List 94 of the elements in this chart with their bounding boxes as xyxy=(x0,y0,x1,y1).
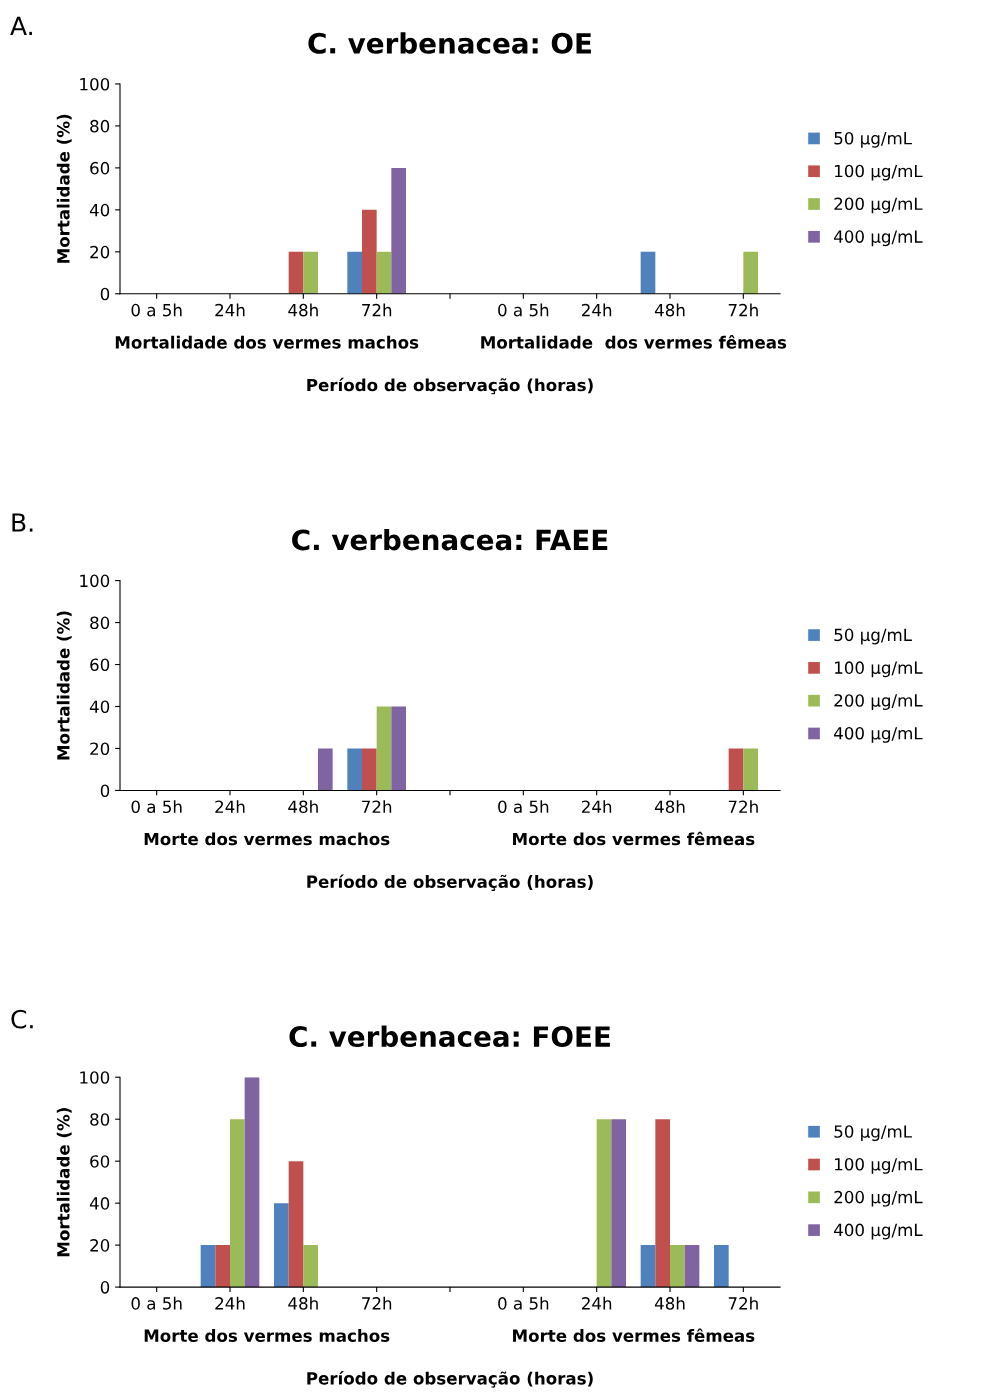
bar xyxy=(230,1119,245,1288)
legend-label: 50 µg/mL xyxy=(834,628,912,645)
text: A. xyxy=(10,16,32,35)
legend-label: 50 µg/mL xyxy=(834,131,912,148)
x-tick-label: 48h xyxy=(654,303,685,317)
x-tick-label: 24h xyxy=(215,1296,245,1310)
x-tick-label: 24h xyxy=(582,303,612,317)
x-axis-title: Período de observação (horas) xyxy=(307,874,593,892)
y-tick-label: 0 xyxy=(100,287,110,301)
chart-title: C. verbenacea: OE xyxy=(308,32,591,54)
x-tick-label: 24h xyxy=(215,303,245,317)
legend-label: 200 µg/mL xyxy=(834,1190,923,1207)
x-tick-label: 24h xyxy=(582,1296,612,1310)
x-tick-label: 48h xyxy=(288,1296,318,1310)
y-axis-title: Mortalidade (%) xyxy=(56,1108,72,1257)
text: Morte dos vermes machos xyxy=(144,1329,390,1342)
legend-label: 100 µg/mL xyxy=(835,661,923,678)
y-tick-label: 20 xyxy=(90,1239,110,1252)
text: Mortalidade dos vermes machos xyxy=(115,335,419,349)
legend-label: 50 µg/mL xyxy=(834,1125,912,1142)
y-tick-label: 100 xyxy=(80,574,110,588)
bar xyxy=(640,251,656,294)
bar xyxy=(288,1161,304,1288)
x-tick-label: 24h xyxy=(582,800,612,813)
legend-label: 100 µg/mL xyxy=(835,1157,923,1174)
text: Morte dos vermes fêmeas xyxy=(513,1328,755,1342)
legend-label: 200 µg/mL xyxy=(834,694,923,710)
bar xyxy=(376,251,392,294)
x-tick-label: 48h xyxy=(288,303,318,317)
bar xyxy=(244,1077,260,1288)
x-tick-label: 72h xyxy=(728,1296,758,1310)
x-axis-title: Período de observação (horas) xyxy=(307,377,593,395)
bar xyxy=(391,167,406,294)
bar xyxy=(655,1119,670,1288)
y-tick-label: 40 xyxy=(89,203,110,217)
x-tick-label: 0 a 5h xyxy=(131,303,182,317)
bar xyxy=(743,251,758,294)
text: Morte dos vermes fêmeas xyxy=(513,831,755,846)
y-tick-label: 40 xyxy=(89,1197,110,1210)
text: Mortalidade dos vermes fêmeas xyxy=(481,335,787,349)
y-tick-label: 80 xyxy=(90,616,110,630)
y-tick-label: 80 xyxy=(90,119,110,133)
y-tick-label: 60 xyxy=(90,1155,110,1168)
legend-label: 400 µg/mL xyxy=(834,230,923,247)
bar xyxy=(274,1203,289,1288)
y-tick-label: 20 xyxy=(90,742,110,756)
x-tick-label: 0 a 5h xyxy=(131,1296,182,1310)
legend-label: 100 µg/mL xyxy=(835,164,923,181)
bar xyxy=(640,1245,656,1288)
y-tick-label: 60 xyxy=(90,658,110,672)
text: B. xyxy=(12,513,33,532)
bar xyxy=(596,1119,612,1288)
bar xyxy=(303,251,318,294)
y-tick-label: 0 xyxy=(100,784,110,797)
y-tick-label: 80 xyxy=(90,1113,110,1126)
y-tick-label: 60 xyxy=(90,161,110,175)
bar xyxy=(714,1245,729,1288)
x-axis-title: Período de observação (horas) xyxy=(307,1371,593,1388)
bar xyxy=(347,251,362,294)
legend-label: 400 µg/mL xyxy=(834,726,923,743)
bar xyxy=(670,1245,685,1288)
x-tick-label: 0 a 5h xyxy=(498,303,549,317)
x-tick-label: 72h xyxy=(728,303,758,317)
x-tick-label: 72h xyxy=(362,1296,392,1310)
y-axis-title: Mortalidade (%) xyxy=(56,611,72,760)
legend-label: 200 µg/mL xyxy=(834,197,923,214)
text: C. xyxy=(11,1009,33,1029)
x-tick-label: 0 a 5h xyxy=(131,800,182,814)
y-tick-label: 40 xyxy=(89,700,110,714)
y-axis-title: Mortalidade (%) xyxy=(56,114,72,263)
x-tick-label: 72h xyxy=(728,800,758,813)
y-tick-label: 100 xyxy=(80,1071,110,1084)
bar xyxy=(288,251,304,294)
bar xyxy=(611,1119,626,1288)
x-tick-label: 0 a 5h xyxy=(498,800,549,814)
x-tick-label: 0 a 5h xyxy=(498,1296,549,1310)
bar xyxy=(200,1245,216,1288)
bar xyxy=(362,209,377,294)
x-tick-label: 48h xyxy=(288,800,318,814)
x-tick-label: 24h xyxy=(215,800,245,813)
x-tick-label: 48h xyxy=(654,800,685,814)
y-tick-label: 100 xyxy=(80,77,110,91)
bar xyxy=(215,1245,230,1288)
y-tick-label: 0 xyxy=(100,1281,110,1294)
y-tick-label: 20 xyxy=(90,245,110,259)
legend-label: 400 µg/mL xyxy=(834,1223,923,1240)
chart-title: C. verbenacea: FAEE xyxy=(292,528,608,551)
chart-title: C. verbenacea: FOEE xyxy=(289,1025,610,1048)
x-tick-label: 72h xyxy=(362,800,392,813)
x-tick-label: 72h xyxy=(362,303,392,317)
bar xyxy=(303,1245,318,1288)
bar xyxy=(684,1245,700,1288)
x-tick-label: 48h xyxy=(654,1296,685,1310)
text: Morte dos vermes machos xyxy=(144,832,390,846)
